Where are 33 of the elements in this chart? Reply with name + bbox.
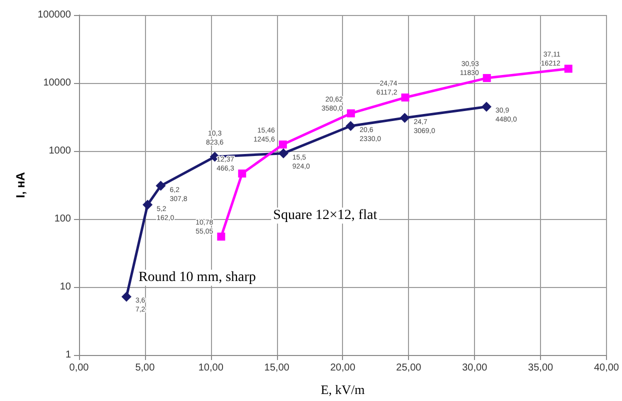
point (346, 109, 355, 118)
x-tick-label: 0,00 (69, 362, 90, 374)
point (278, 140, 287, 149)
x-axis-title: E, kV/m (320, 382, 365, 397)
text: Square 12×12, flat (273, 208, 378, 224)
y-tick-label: 10000 (43, 78, 72, 88)
point (401, 94, 410, 102)
x-tick-label: 5,00 (135, 362, 156, 374)
point (482, 74, 491, 82)
y-tick-label: 100 (54, 214, 72, 224)
x-tick-label: 40,00 (594, 362, 620, 374)
y-tick-label: 1 (65, 350, 72, 360)
point (481, 102, 492, 112)
y-tick-label: 10 (60, 282, 72, 292)
series-label: Round 10 mm, sharp (138, 270, 256, 286)
x-tick-label: 35,00 (528, 362, 554, 374)
point (238, 170, 246, 178)
point (564, 64, 572, 73)
x-tick-label: 25,00 (396, 362, 422, 374)
x-tick-label: 20,00 (330, 362, 356, 374)
x-tick-label: 10,00 (198, 362, 224, 374)
y-tick-label: 100000 (38, 10, 72, 20)
point (346, 121, 356, 132)
x-tick-label: 15,00 (264, 362, 290, 374)
y-tick-label: 1000 (48, 146, 72, 156)
point (121, 292, 132, 302)
y-axis-title: I, нA (14, 172, 28, 198)
point (142, 200, 153, 210)
point (156, 180, 166, 191)
point (278, 148, 288, 158)
point (217, 232, 226, 241)
x-tick-label: 30,00 (462, 362, 488, 374)
point (400, 112, 410, 123)
